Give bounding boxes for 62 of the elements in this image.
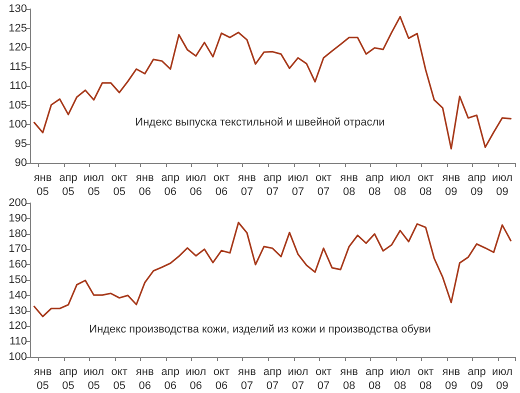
- y-tick-label: 125: [8, 22, 27, 34]
- x-tick-label: окт 05: [111, 366, 128, 392]
- x-tick-label: июл 09: [492, 172, 513, 198]
- x-tick-label: окт 05: [111, 172, 128, 198]
- x-tick-label: июл 09: [492, 366, 513, 392]
- y-tick-label: 130: [8, 304, 27, 317]
- x-tick-label: окт 07: [316, 366, 332, 392]
- x-tick-label: апр 08: [366, 172, 384, 198]
- y-tick-label: 170: [8, 243, 27, 256]
- annotation: Индекс производства кожи, изделий из кожи и производства обуви: [89, 324, 431, 336]
- x-tick-label: июл 07: [288, 172, 308, 198]
- x-tick-label: янв 05: [34, 366, 52, 392]
- y-tick-label: 130: [8, 3, 27, 15]
- y-tick-label: 110: [9, 336, 27, 348]
- x-tick-label: янв 06: [136, 172, 154, 198]
- y-tick-label: 180: [8, 228, 27, 240]
- y-tick-label: 120: [8, 320, 27, 332]
- x-tick-label: окт 07: [316, 172, 332, 198]
- x-tick-label: апр 08: [366, 366, 384, 392]
- y-tick-label: 90: [14, 157, 27, 169]
- x-tick-label: июл 06: [186, 366, 206, 392]
- x-tick-label: апр 09: [468, 172, 486, 198]
- x-tick-label: июл 08: [390, 172, 410, 198]
- x-tick-label: янв 07: [238, 172, 256, 198]
- y-tick-label: 100: [8, 351, 27, 363]
- annotation: Индекс выпуска текстильной и швейной отрасли: [135, 116, 385, 128]
- y-tick-label: 160: [8, 258, 27, 271]
- x-tick-label: янв 06: [136, 366, 154, 392]
- x-tick-label: апр 05: [59, 172, 78, 198]
- y-tick-label: 100: [8, 118, 27, 130]
- x-tick-label: апр 07: [263, 366, 282, 392]
- y-tick-label: 150: [8, 274, 27, 286]
- x-tick-label: янв 07: [238, 366, 256, 392]
- y-tick-label: 200: [8, 197, 27, 209]
- x-tick-label: июл 08: [390, 366, 410, 392]
- x-tick-label: янв 09: [442, 172, 460, 198]
- x-tick-label: янв 08: [340, 366, 358, 392]
- x-tick-label: окт 06: [213, 172, 230, 198]
- y-tick-label: 110: [9, 80, 27, 92]
- y-tick-label: 105: [8, 99, 27, 112]
- x-tick-label: июл 05: [84, 172, 104, 198]
- x-tick-label: апр 06: [161, 172, 180, 198]
- y-tick-label: 190: [8, 212, 27, 224]
- x-tick-label: апр 06: [161, 366, 180, 392]
- line-series: [33, 222, 512, 318]
- x-tick-label: апр 07: [263, 172, 282, 198]
- x-tick-label: окт 06: [213, 366, 230, 392]
- y-tick-label: 120: [8, 42, 27, 54]
- y-tick-label: 115: [9, 60, 27, 73]
- y-tick-label: 95: [14, 138, 27, 150]
- y-tick-label: 140: [8, 289, 27, 302]
- x-tick-label: окт 08: [418, 366, 434, 392]
- x-tick-label: апр 09: [468, 366, 486, 392]
- x-tick-label: янв 08: [340, 172, 358, 198]
- line-series: [33, 16, 512, 150]
- x-tick-label: апр 05: [59, 366, 78, 392]
- x-tick-label: июл 05: [84, 366, 104, 392]
- x-tick-label: июл 07: [288, 366, 308, 392]
- x-tick-label: окт 08: [418, 172, 434, 198]
- x-tick-label: июл 06: [186, 172, 206, 198]
- x-tick-label: янв 09: [442, 366, 460, 392]
- x-tick-label: янв 05: [34, 172, 52, 198]
